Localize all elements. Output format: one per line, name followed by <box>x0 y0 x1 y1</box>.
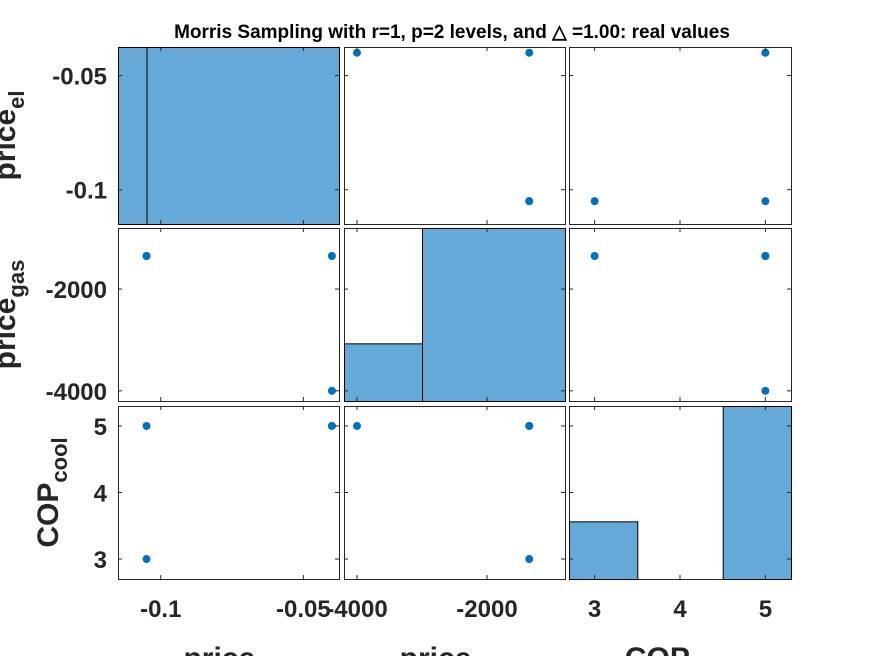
x-tick-label-2-2: 5 <box>759 596 772 623</box>
scatter-point-0-2-0 <box>590 197 599 206</box>
x-tick-label-2-0: 3 <box>588 596 601 623</box>
scatter-point-2-1-3 <box>353 421 361 430</box>
panel-1-0-frame <box>118 228 340 402</box>
panel-0-2-frame <box>569 47 792 225</box>
y-tick-label-2-0: 3 <box>94 547 107 574</box>
scatter-point-0-2-3 <box>761 48 770 57</box>
scatter-point-2-1-2 <box>525 421 534 430</box>
scatter-point-0-1-3 <box>353 48 361 57</box>
x-axis-label-2: COPcool <box>625 642 735 656</box>
histogram-bar-2-2 <box>722 406 793 580</box>
histogram-bar-1-0 <box>344 343 423 403</box>
scatter-point-1-2-2 <box>761 251 770 260</box>
scatter-point-1-2-0 <box>590 251 599 260</box>
scatter-point-1-0-2 <box>327 251 336 260</box>
x-tick-label-1-0: -4000 <box>326 596 387 623</box>
scatter-point-2-0-0 <box>142 555 151 564</box>
x-axis-label-1: pricegas <box>400 642 510 656</box>
histogram-bar-2-0 <box>569 521 639 580</box>
y-axis-label-1: pricegas <box>0 260 29 370</box>
y-tick-label-1-1: -2000 <box>46 277 107 304</box>
scatter-point-2-1-0 <box>525 555 534 564</box>
scatter-point-2-0-1 <box>142 421 151 430</box>
x-tick-label-1-1: -2000 <box>456 596 517 623</box>
scatter-point-0-1-1 <box>525 197 534 206</box>
scatter-point-1-2-3 <box>761 386 770 395</box>
scatter-point-2-0-3 <box>327 421 336 430</box>
y-tick-label-1-0: -4000 <box>46 379 107 406</box>
histogram-bar-0-0 <box>118 47 148 225</box>
panel-2-0-frame <box>118 406 340 580</box>
scatter-point-0-1-2 <box>525 48 534 57</box>
y-tick-label-2-2: 5 <box>94 414 107 441</box>
chart-title: Morris Sampling with r=1, p=2 levels, an… <box>174 22 730 43</box>
histogram-bar-1-1 <box>422 228 566 402</box>
panel-1-2-frame <box>569 228 792 402</box>
x-tick-label-0-1: -0.05 <box>276 596 331 623</box>
scatter-point-0-2-1 <box>761 197 770 206</box>
y-tick-label-0-0: -0.1 <box>66 178 107 205</box>
histogram-bar-0-1 <box>146 47 340 225</box>
scatter-point-1-0-1 <box>142 251 151 260</box>
panel-0-1-frame <box>344 47 566 225</box>
y-axis-label-2: COPcool <box>32 437 72 547</box>
y-tick-label-0-1: -0.05 <box>52 64 107 91</box>
y-axis-label-0: priceel <box>0 90 29 180</box>
panel-2-1-frame <box>344 406 566 580</box>
x-axis-label-0: priceel <box>183 642 273 656</box>
y-tick-label-2-1: 4 <box>94 481 108 508</box>
scatter-point-1-0-3 <box>327 386 336 395</box>
x-tick-label-0-0: -0.1 <box>140 596 181 623</box>
x-tick-label-2-1: 4 <box>673 596 687 623</box>
